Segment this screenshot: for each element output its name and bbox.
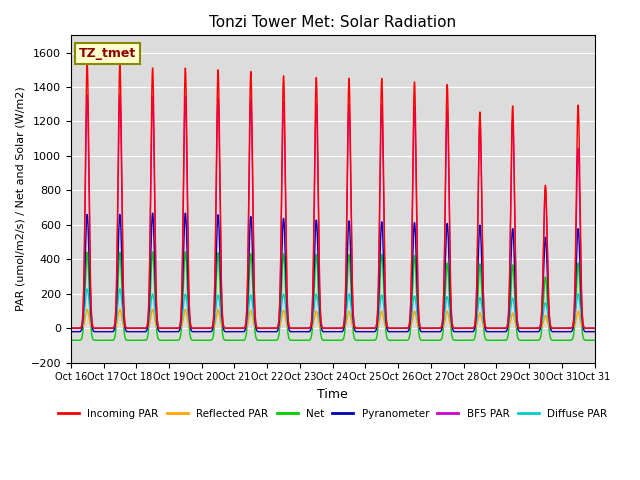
Incoming PAR: [67, 325, 75, 331]
Net: [524, 337, 531, 343]
Net: [203, 337, 211, 343]
Reflected PAR: [591, 325, 598, 331]
Incoming PAR: [591, 325, 598, 331]
BF5 PAR: [302, 325, 310, 331]
Pyranometer: [460, 329, 468, 335]
Reflected PAR: [302, 325, 310, 331]
BF5 PAR: [83, 92, 91, 97]
Net: [67, 337, 75, 343]
Line: Diffuse PAR: Diffuse PAR: [71, 289, 595, 328]
BF5 PAR: [228, 325, 236, 331]
Diffuse PAR: [460, 325, 468, 331]
Line: Reflected PAR: Reflected PAR: [71, 309, 595, 328]
X-axis label: Time: Time: [317, 388, 348, 401]
Net: [148, 249, 156, 255]
BF5 PAR: [67, 325, 75, 331]
Diffuse PAR: [67, 325, 75, 331]
Net: [591, 337, 598, 343]
Text: TZ_tmet: TZ_tmet: [79, 47, 136, 60]
Diffuse PAR: [85, 300, 93, 306]
Net: [302, 337, 310, 343]
BF5 PAR: [85, 203, 93, 209]
Net: [228, 337, 236, 343]
Line: Net: Net: [71, 252, 595, 340]
Diffuse PAR: [228, 325, 236, 331]
BF5 PAR: [591, 325, 598, 331]
Net: [460, 337, 468, 343]
Title: Tonzi Tower Met: Solar Radiation: Tonzi Tower Met: Solar Radiation: [209, 15, 456, 30]
Pyranometer: [148, 210, 156, 216]
Reflected PAR: [203, 325, 211, 331]
Net: [85, 285, 93, 290]
Reflected PAR: [83, 306, 91, 312]
Diffuse PAR: [524, 325, 531, 331]
BF5 PAR: [460, 325, 468, 331]
Reflected PAR: [85, 316, 93, 322]
Pyranometer: [67, 329, 75, 335]
Line: Incoming PAR: Incoming PAR: [71, 63, 595, 328]
Diffuse PAR: [203, 325, 211, 331]
Line: BF5 PAR: BF5 PAR: [71, 95, 595, 328]
Incoming PAR: [302, 325, 310, 331]
Reflected PAR: [67, 325, 75, 331]
Reflected PAR: [228, 325, 236, 331]
Pyranometer: [591, 329, 598, 335]
Reflected PAR: [524, 325, 531, 331]
Incoming PAR: [460, 325, 468, 331]
Incoming PAR: [524, 325, 531, 331]
Incoming PAR: [203, 325, 211, 331]
Legend: Incoming PAR, Reflected PAR, Net, Pyranometer, BF5 PAR, Diffuse PAR: Incoming PAR, Reflected PAR, Net, Pyrano…: [54, 405, 611, 423]
Diffuse PAR: [591, 325, 598, 331]
Incoming PAR: [83, 60, 91, 66]
BF5 PAR: [203, 325, 211, 331]
Pyranometer: [203, 329, 211, 335]
Pyranometer: [85, 258, 93, 264]
Pyranometer: [228, 329, 236, 335]
Diffuse PAR: [302, 325, 310, 331]
Diffuse PAR: [83, 286, 91, 292]
Incoming PAR: [228, 325, 236, 331]
BF5 PAR: [524, 325, 531, 331]
Incoming PAR: [85, 186, 93, 192]
Y-axis label: PAR (umol/m2/s) / Net and Solar (W/m2): PAR (umol/m2/s) / Net and Solar (W/m2): [15, 86, 25, 312]
Pyranometer: [524, 329, 531, 335]
Pyranometer: [302, 329, 310, 335]
Line: Pyranometer: Pyranometer: [71, 213, 595, 332]
Reflected PAR: [460, 325, 468, 331]
